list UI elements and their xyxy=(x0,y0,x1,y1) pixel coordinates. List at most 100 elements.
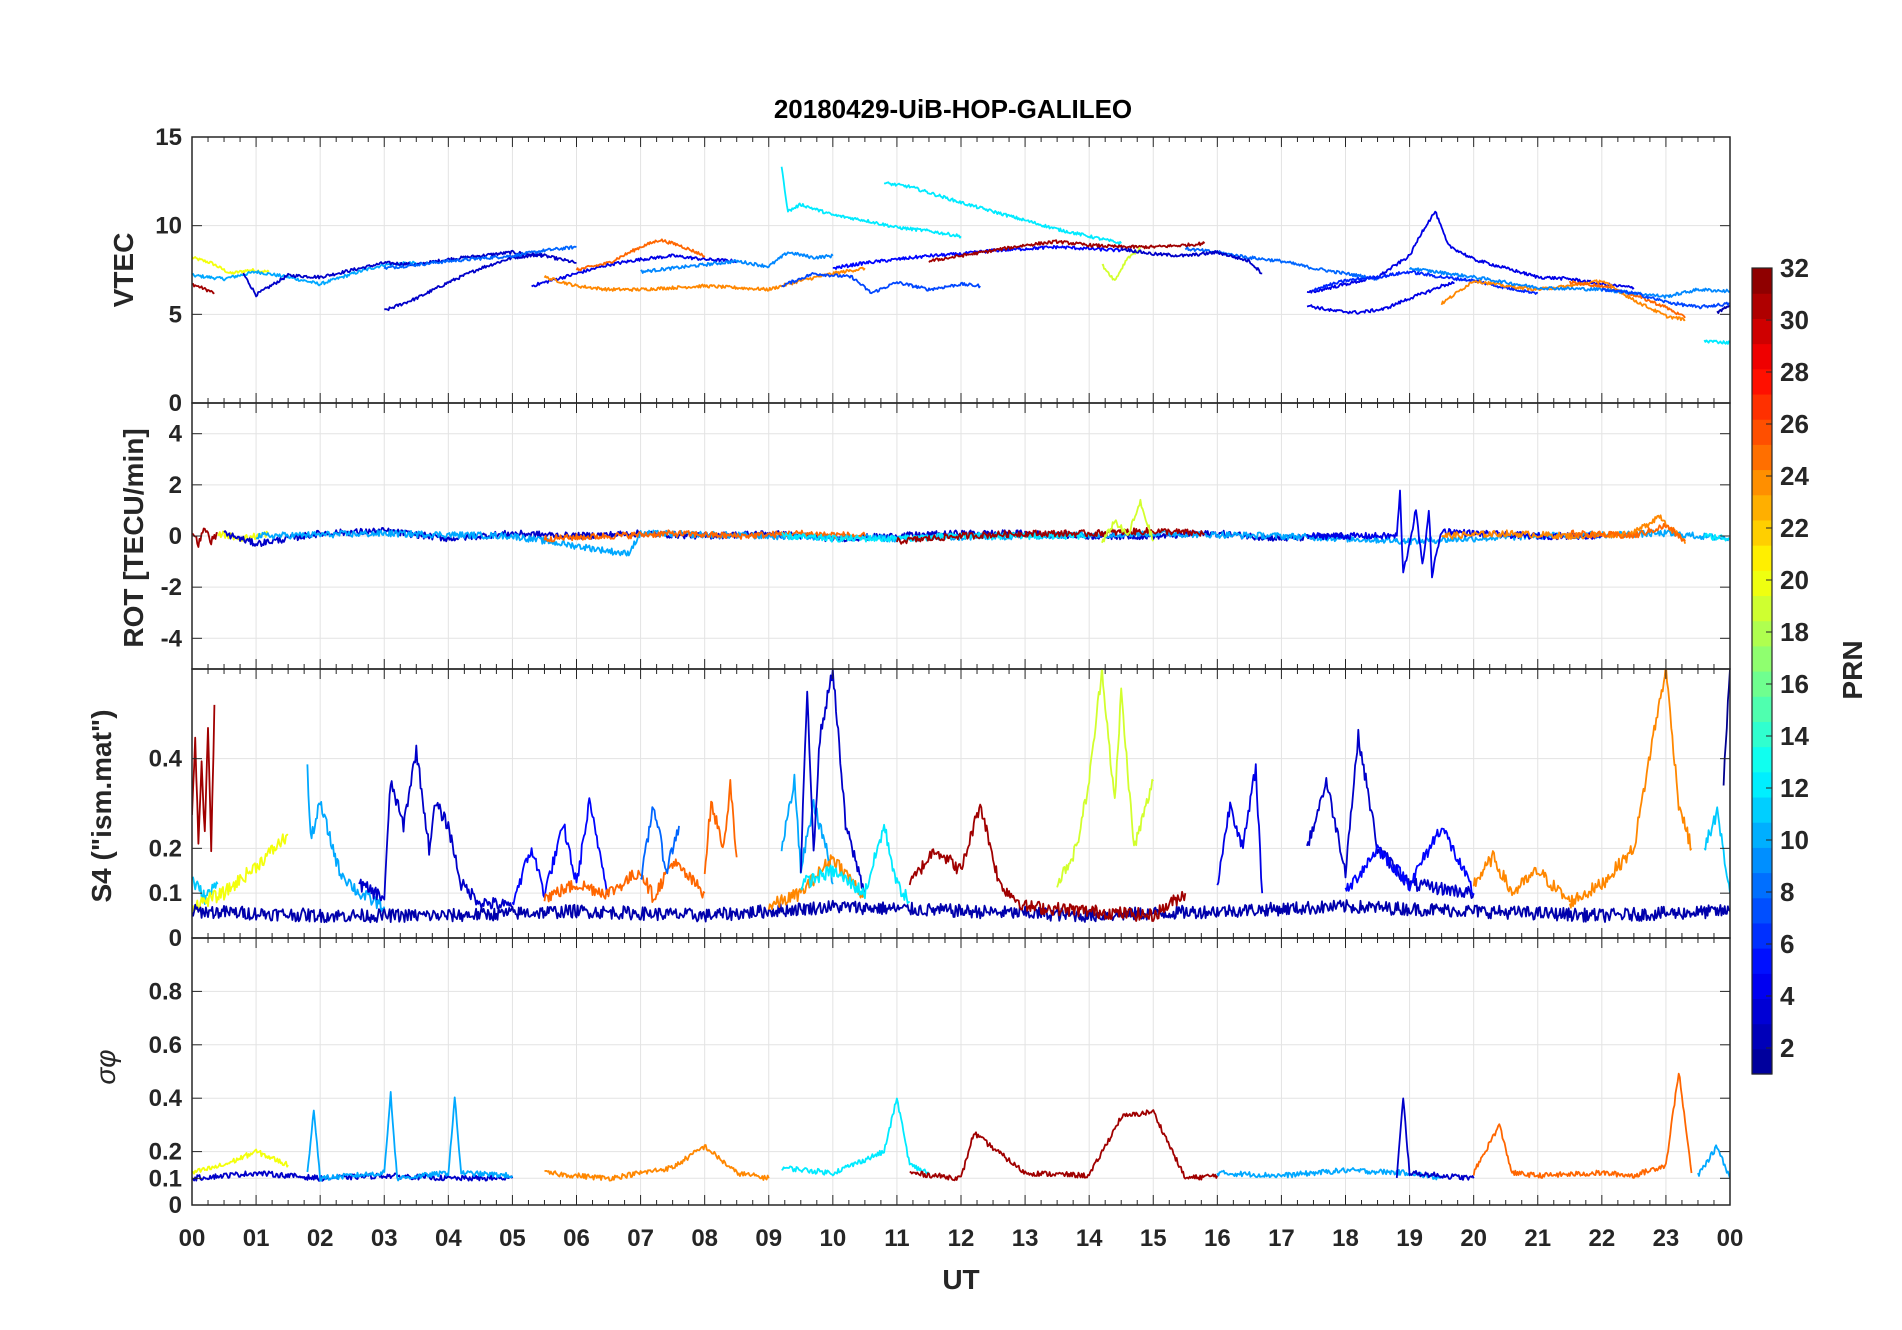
y-tick-label: 0 xyxy=(169,1192,182,1219)
x-tick-label: 00 xyxy=(1717,1225,1744,1252)
series-line-prn-20 xyxy=(192,833,289,914)
series-line-prn-11 xyxy=(1703,806,1730,894)
x-tick-label: 17 xyxy=(1268,1225,1295,1252)
colorbar-segment xyxy=(1752,393,1772,420)
x-tick-label: 19 xyxy=(1396,1225,1423,1252)
series-line-prn-4 xyxy=(1216,763,1264,894)
x-tick-label: 14 xyxy=(1076,1225,1103,1252)
y-tick-label: 0.4 xyxy=(149,746,183,773)
series-line-prn-12 xyxy=(883,181,1122,246)
colorbar-segment xyxy=(1752,318,1772,345)
x-tick-label: 13 xyxy=(1012,1225,1039,1252)
y-tick-label: 0.4 xyxy=(149,1085,183,1112)
x-tick-label: 00 xyxy=(179,1225,206,1252)
series-line-prn-12 xyxy=(1703,339,1730,345)
colorbar-segment xyxy=(1752,671,1772,697)
series-line-prn-9 xyxy=(1408,267,1730,299)
series-line-prn-4 xyxy=(1306,280,1455,315)
colorbar-tick-label: 30 xyxy=(1780,305,1809,335)
y-tick-label: 0 xyxy=(169,390,182,417)
series-line-prn-10 xyxy=(1697,1144,1730,1179)
y-tick-label: 4 xyxy=(169,421,183,448)
colorbar-segment xyxy=(1752,293,1772,319)
colorbar-segment xyxy=(1752,494,1772,521)
x-tick-label: 04 xyxy=(435,1225,462,1252)
colorbar-segment xyxy=(1752,922,1772,949)
colorbar-segment xyxy=(1752,444,1772,471)
y-tick-label: -2 xyxy=(161,574,182,601)
colorbar-tick-label: 24 xyxy=(1780,461,1809,491)
colorbar-tick-label: 4 xyxy=(1780,981,1795,1011)
x-axis-tick-labels: 00 01 02 03 04 05 06 07 08 09 10 11 12 13 14 15 16 17 18 19… xyxy=(179,1225,1744,1252)
colorbar-segment xyxy=(1752,998,1772,1025)
colorbar-tick-label: 20 xyxy=(1780,565,1809,595)
colorbar-segment xyxy=(1752,469,1772,496)
colorbar-segment xyxy=(1752,1023,1772,1050)
x-tick-label: 15 xyxy=(1140,1225,1167,1252)
series-group xyxy=(192,1072,1730,1182)
series-line-prn-11 xyxy=(192,876,219,905)
colorbar-segment xyxy=(1752,721,1772,748)
series-line-prn-3 xyxy=(799,669,865,895)
x-tick-label: 21 xyxy=(1524,1225,1551,1252)
y-tick-label: 0.8 xyxy=(149,978,182,1005)
y-tick-label: 5 xyxy=(169,301,182,328)
series-line-prn-4 xyxy=(1306,210,1635,294)
colorbar-tick-label: 18 xyxy=(1780,617,1809,647)
y-tick-label: 0.6 xyxy=(149,1032,182,1059)
x-tick-label: 02 xyxy=(307,1225,334,1252)
colorbar-frame xyxy=(1751,267,1773,1075)
colorbar-tick-label: 10 xyxy=(1780,825,1809,855)
colorbar-segment xyxy=(1752,343,1772,370)
series-group xyxy=(192,489,1730,579)
y-tick-label: 2 xyxy=(169,472,182,499)
colorbar-tick-label: 26 xyxy=(1780,409,1809,439)
colorbar-segment xyxy=(1752,696,1772,722)
series-line-prn-25 xyxy=(1569,523,1686,542)
x-tick-label: 11 xyxy=(884,1225,909,1252)
series-line-prn-25 xyxy=(543,858,706,903)
y-tick-label: 0.2 xyxy=(149,1139,182,1166)
series-line-prn-12 xyxy=(800,823,910,905)
y-tick-label: 0 xyxy=(169,523,182,550)
series-line-prn-3 xyxy=(383,252,546,312)
series-line-prn-1 xyxy=(1722,669,1730,786)
series-line-prn-2 xyxy=(1716,304,1730,315)
series-line-prn-7 xyxy=(1600,287,1730,310)
series-line-prn-10 xyxy=(306,764,386,913)
x-tick-label: 12 xyxy=(948,1225,975,1252)
series-line-prn-31 xyxy=(192,527,219,548)
colorbar-segment xyxy=(1752,620,1772,647)
x-axis-label: UT xyxy=(942,1264,979,1295)
colorbar-segment xyxy=(1752,1048,1772,1075)
colorbar-tick-label: 8 xyxy=(1780,877,1794,907)
series-line-prn-25 xyxy=(543,529,866,543)
series-line-prn-10 xyxy=(1216,1167,1443,1181)
series-line-prn-12 xyxy=(1703,532,1730,542)
colorbar-tick-label: 22 xyxy=(1780,513,1809,543)
series-line-prn-31 xyxy=(192,704,216,853)
series-line-prn-10 xyxy=(780,773,834,885)
series-line-prn-12 xyxy=(780,166,962,239)
colorbar-tick-label: 28 xyxy=(1780,357,1809,387)
colorbar-segment xyxy=(1752,268,1772,294)
series-line-prn-7 xyxy=(781,271,981,295)
colorbar-tick-label: 6 xyxy=(1780,929,1794,959)
colorbar-segment xyxy=(1752,897,1772,924)
series-line-prn-19 xyxy=(1101,498,1155,544)
colorbar-segment xyxy=(1752,545,1772,571)
series-line-prn-5 xyxy=(511,797,610,906)
colorbar-tick-label: 16 xyxy=(1780,669,1809,699)
colorbar-segment xyxy=(1752,948,1772,974)
y-tick-label: 0.2 xyxy=(149,835,182,862)
rot-panel: -4 -2 0 2 4 xyxy=(161,402,1731,670)
series-line-prn-8 xyxy=(640,806,680,880)
colorbar-segment xyxy=(1752,973,1772,1000)
colorbar-label: PRN xyxy=(1837,640,1868,699)
series-line-prn-31 xyxy=(908,803,1187,922)
series-line-prn-24 xyxy=(1472,850,1571,903)
series-line-prn-8 xyxy=(383,245,577,270)
y-tick-label: -4 xyxy=(161,625,183,652)
x-tick-label: 01 xyxy=(243,1225,270,1252)
